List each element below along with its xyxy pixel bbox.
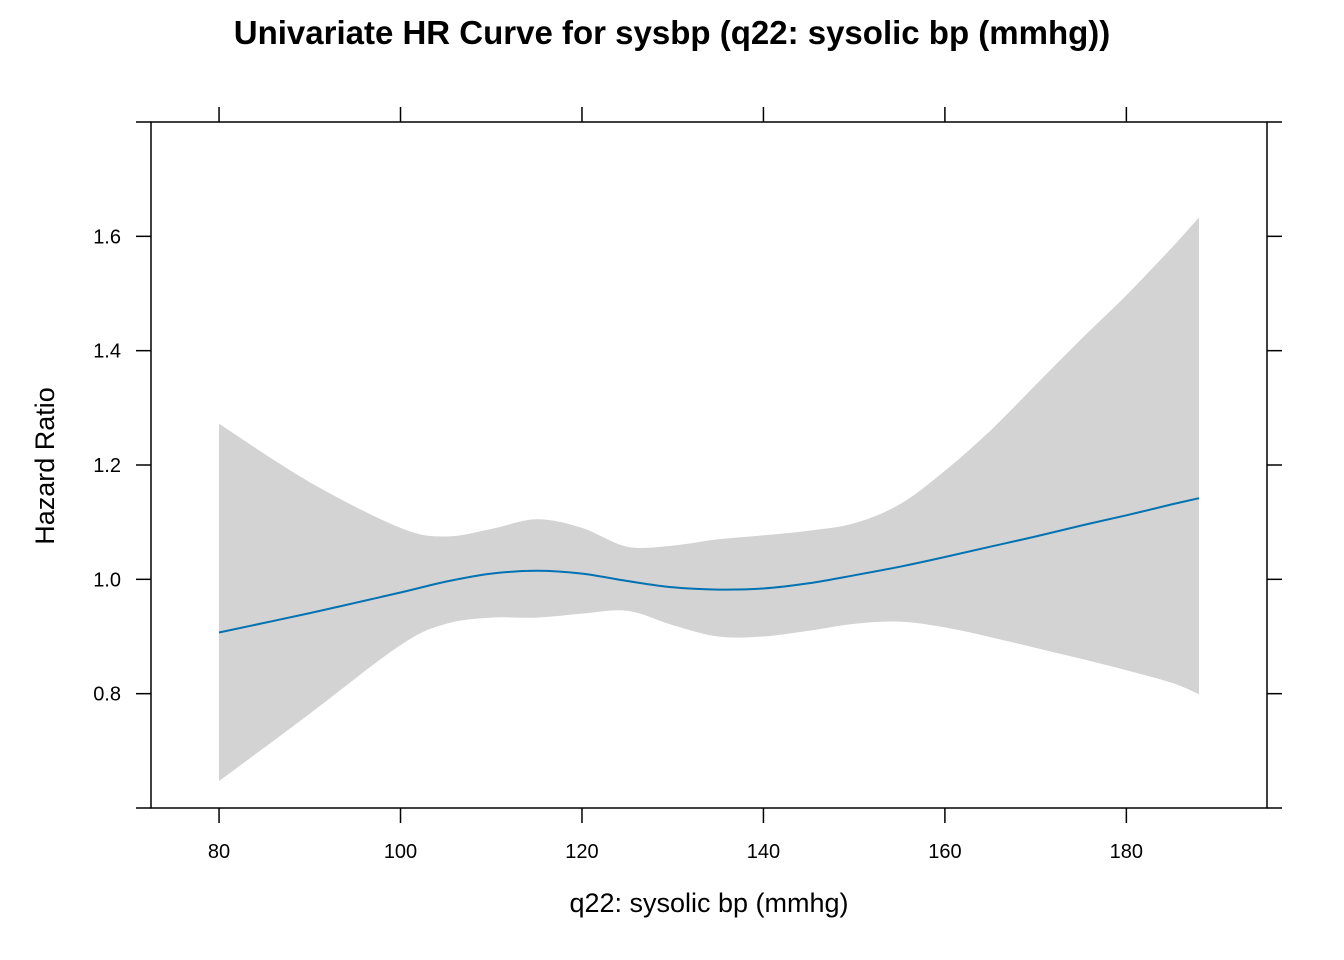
y-tick-label: 0.8 (93, 684, 121, 706)
y-tick-label: 1.6 (93, 226, 121, 248)
x-tick-label: 160 (928, 841, 961, 863)
chart-title: Univariate HR Curve for sysbp (q22: syso… (234, 14, 1111, 51)
y-tick-label: 1.2 (93, 455, 121, 477)
plot-area (218, 217, 1200, 782)
y-tick-label: 1.0 (93, 569, 121, 591)
x-tick-label: 80 (208, 841, 230, 863)
x-axis-title: q22: sysolic bp (mmhg) (569, 888, 848, 918)
y-tick-label: 1.4 (93, 341, 121, 363)
confidence-band (219, 217, 1199, 782)
hazard-ratio-line (218, 497, 1200, 634)
x-tick-label: 100 (384, 841, 417, 863)
x-tick-label: 120 (565, 841, 598, 863)
x-tick-label: 180 (1110, 841, 1143, 863)
x-tick-label: 140 (747, 841, 780, 863)
axes: 80 100 120 140 160 180 0.8 1.0 1.2 1.4 1.6 (93, 107, 1282, 863)
y-axis-title: Hazard Ratio (30, 387, 60, 545)
